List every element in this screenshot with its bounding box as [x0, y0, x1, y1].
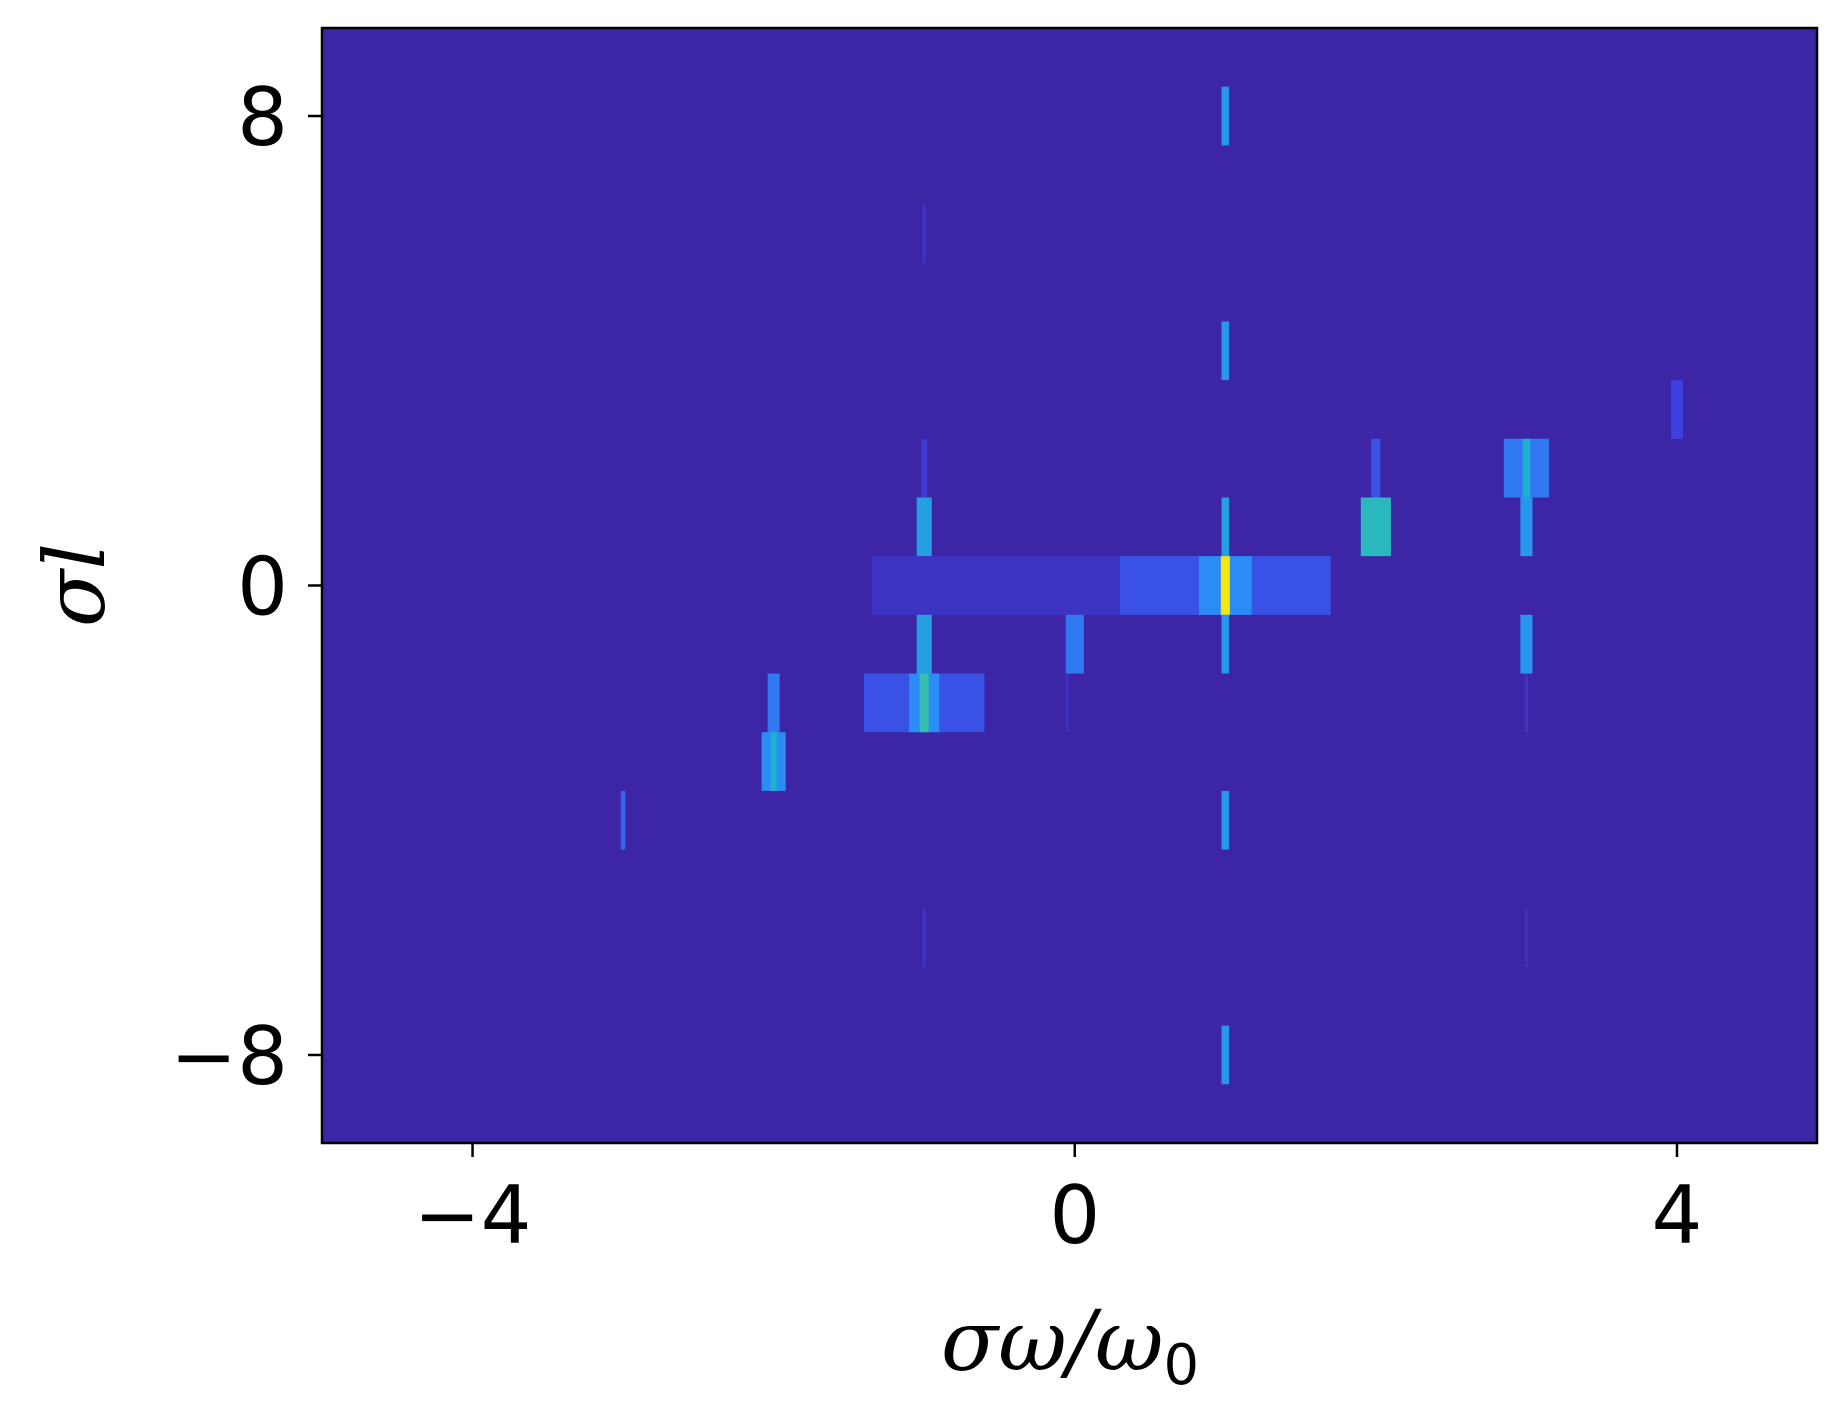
heatmap-cell — [916, 614, 932, 674]
heatmap-cell — [1065, 673, 1069, 733]
x-tick-label: 0 — [1049, 1169, 1100, 1262]
heatmap-cell — [922, 204, 926, 263]
heatmap-cell — [919, 673, 929, 733]
heatmap-cell — [767, 673, 780, 733]
heatmap-cell — [770, 732, 777, 791]
heatmap-cell — [1221, 497, 1230, 557]
y-tick-label: 8 — [237, 71, 288, 164]
x-tick-label: −4 — [414, 1169, 532, 1262]
heatmap-cells — [620, 86, 1684, 1085]
heatmap-cell — [1360, 497, 1391, 557]
heatmap-cell — [1065, 614, 1084, 674]
heatmap-cell — [1221, 790, 1230, 850]
heatmap-cell — [1520, 614, 1533, 674]
x-tick-label: 4 — [1652, 1169, 1703, 1262]
y-tick-label: −8 — [170, 1010, 288, 1103]
x-axis-label-subscript: 0 — [1164, 1333, 1200, 1398]
heatmap-cell — [1371, 438, 1381, 498]
heatmap-cell — [1220, 556, 1230, 615]
y-axis-label: σl — [26, 543, 124, 627]
heatmap-cell — [1221, 86, 1230, 146]
heatmap-cell — [1520, 497, 1533, 557]
heatmap-cell — [916, 497, 932, 557]
heatmap-cell — [922, 908, 926, 967]
heatmap-cell — [1221, 1025, 1230, 1085]
heatmap-cell — [1221, 321, 1230, 381]
axis-ticks: −4 0 4 8 0 −8 — [170, 71, 1702, 1262]
heatmap-cell — [1221, 614, 1230, 674]
x-axis-label-main: σω/ω — [941, 1292, 1164, 1390]
heatmap-cell — [1524, 908, 1528, 967]
x-axis-label: σω/ω0 — [941, 1292, 1199, 1398]
y-tick-label: 0 — [237, 541, 288, 634]
heatmap-cell — [1522, 438, 1531, 498]
heatmap-cell — [1670, 380, 1684, 439]
heatmap-cell — [921, 438, 928, 498]
heatmap-cell — [620, 790, 626, 850]
heatmap-cell — [1524, 673, 1528, 733]
